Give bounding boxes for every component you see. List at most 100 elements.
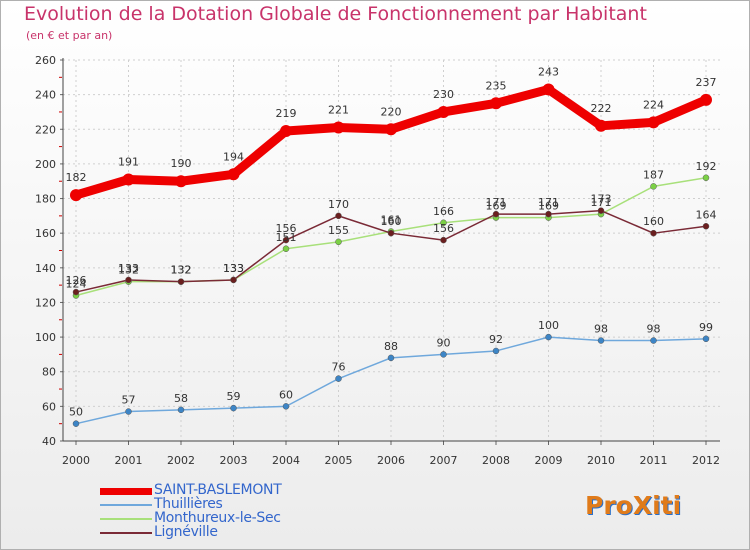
data-point-ligneville	[282, 236, 290, 244]
data-label-monthureux-le-sec: 155	[328, 224, 349, 237]
data-label-thuillieres: 90	[437, 336, 451, 349]
data-point-saint-baslemont	[280, 125, 292, 138]
y-tick-label-240: 240	[35, 89, 56, 102]
data-point-ligneville	[492, 210, 500, 218]
data-point-saint-baslemont	[122, 173, 135, 186]
data-label-thuillieres: 92	[489, 333, 503, 346]
data-point-thuillieres	[492, 347, 500, 355]
legend-label-monthureux-le-sec: Monthureux-le-Sec	[154, 510, 281, 526]
data-label-ligneville: 132	[171, 264, 192, 277]
data-point-thuillieres	[545, 333, 552, 341]
data-point-ligneville	[230, 276, 237, 284]
data-label-saint-baslemont: 190	[171, 157, 192, 170]
data-point-thuillieres	[177, 406, 185, 414]
legend-item-ligneville: Lignéville	[100, 524, 420, 540]
data-point-saint-baslemont	[227, 168, 240, 181]
data-point-saint-baslemont	[385, 123, 397, 136]
data-point-saint-baslemont	[700, 93, 712, 106]
x-tick-label-2002: 2002	[167, 454, 195, 467]
data-point-thuillieres	[440, 351, 447, 358]
data-label-thuillieres: 98	[647, 323, 661, 336]
data-point-ligneville	[597, 207, 605, 214]
chart-legend: SAINT-BASLEMONT Thuillières Monthureux-l…	[100, 482, 420, 540]
data-label-saint-baslemont: 220	[381, 105, 402, 118]
chart-title: Evolution de la Dotation Globale de Fonc…	[24, 3, 647, 25]
data-point-thuillieres	[387, 354, 395, 362]
data-label-thuillieres: 60	[279, 388, 293, 401]
data-label-saint-baslemont: 230	[433, 88, 454, 101]
data-label-thuillieres: 88	[384, 340, 398, 353]
data-label-thuillieres: 57	[122, 394, 136, 407]
data-point-ligneville	[125, 276, 132, 284]
data-label-ligneville: 160	[643, 215, 664, 228]
data-label-ligneville: 156	[433, 222, 454, 235]
data-label-saint-baslemont: 191	[118, 155, 139, 168]
data-label-monthureux-le-sec: 133	[223, 262, 244, 275]
data-label-saint-baslemont: 221	[328, 104, 349, 117]
x-tick-label-2000: 2000	[62, 454, 90, 467]
data-point-saint-baslemont	[542, 83, 555, 96]
data-label-monthureux-le-sec: 171	[591, 196, 612, 209]
data-point-thuillieres	[230, 404, 237, 412]
data-label-saint-baslemont: 224	[643, 98, 664, 111]
data-point-ligneville	[387, 229, 395, 237]
data-label-thuillieres: 100	[538, 319, 559, 332]
y-tick-label-60: 60	[42, 400, 56, 413]
y-tick-label-80: 80	[42, 366, 56, 379]
y-tick-label-180: 180	[35, 193, 56, 206]
data-label-saint-baslemont: 222	[591, 102, 612, 115]
x-tick-label-2005: 2005	[325, 454, 353, 467]
x-tick-label-2009: 2009	[535, 454, 563, 467]
data-point-saint-baslemont	[647, 116, 660, 129]
data-point-monthureux-le-sec	[440, 219, 447, 227]
data-point-saint-baslemont	[595, 119, 607, 132]
data-label-ligneville: 160	[381, 215, 402, 228]
y-tick-label-140: 140	[35, 262, 56, 275]
data-label-ligneville: 133	[118, 262, 139, 275]
logo-text: ProXiti	[585, 491, 682, 520]
x-tick-label-2010: 2010	[587, 454, 615, 467]
x-tick-label-2007: 2007	[430, 454, 458, 467]
data-label-monthureux-le-sec: 132	[118, 264, 139, 277]
data-point-monthureux-le-sec	[282, 245, 290, 253]
data-label-thuillieres: 99	[699, 321, 713, 334]
data-label-monthureux-le-sec: 187	[643, 168, 664, 181]
data-label-saint-baslemont: 235	[486, 79, 507, 92]
y-tick-label-100: 100	[35, 331, 56, 344]
data-point-thuillieres	[125, 408, 132, 415]
data-label-ligneville: 126	[66, 274, 87, 287]
data-label-thuillieres: 76	[332, 361, 346, 374]
data-label-thuillieres: 50	[69, 406, 83, 419]
data-label-ligneville: 133	[223, 262, 244, 275]
legend-label-saint-baslemont: SAINT-BASLEMONT	[154, 482, 282, 498]
data-label-monthureux-le-sec: 151	[276, 231, 297, 244]
x-tick-label-2006: 2006	[377, 454, 405, 467]
data-point-ligneville	[650, 229, 657, 237]
data-point-saint-baslemont	[437, 105, 450, 118]
legend-item-saint-baslemont: SAINT-BASLEMONT	[100, 482, 420, 498]
legend-label-thuillieres: Thuillières	[154, 496, 223, 512]
data-point-saint-baslemont	[332, 121, 345, 134]
data-point-saint-baslemont	[70, 189, 82, 202]
legend-swatch-thuillieres	[100, 504, 152, 506]
data-point-ligneville	[702, 223, 710, 230]
data-label-monthureux-le-sec: 169	[538, 200, 559, 213]
x-tick-label-2003: 2003	[220, 454, 248, 467]
data-label-ligneville: 173	[591, 193, 612, 206]
data-point-thuillieres	[650, 337, 657, 344]
data-label-thuillieres: 59	[227, 390, 241, 403]
data-point-monthureux-le-sec	[335, 238, 342, 246]
data-label-saint-baslemont: 182	[66, 171, 87, 184]
data-point-thuillieres	[72, 420, 80, 427]
data-point-saint-baslemont	[490, 97, 502, 110]
data-point-ligneville	[440, 236, 447, 244]
legend-swatch-ligneville	[100, 532, 152, 534]
data-label-monthureux-le-sec: 169	[486, 200, 507, 213]
data-label-monthureux-le-sec: 132	[171, 264, 192, 277]
data-point-saint-baslemont	[175, 175, 187, 188]
data-point-ligneville	[72, 288, 80, 296]
x-tick-label-2012: 2012	[692, 454, 720, 467]
chart-subtitle: (en € et par an)	[26, 29, 113, 42]
data-label-ligneville: 171	[486, 196, 507, 209]
